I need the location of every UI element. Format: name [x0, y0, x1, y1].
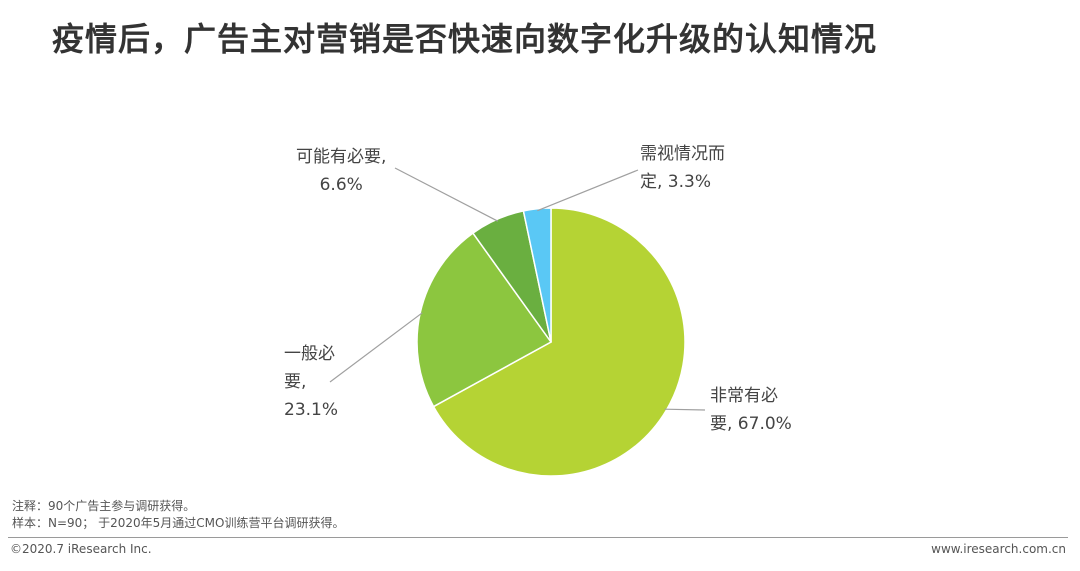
slice-depends — [522, 207, 552, 343]
label-generally-necessary-line3: 23.1% — [284, 400, 339, 420]
label-depends: 需视情况而 定, 3.3% — [640, 140, 725, 196]
leader-maybe-necessary — [394, 167, 499, 222]
label-very-necessary-line1: 非常有必 — [710, 386, 778, 406]
note-line-2: 样本：N=90； 于2020年5月通过CMO训练营平台调研获得。 — [12, 516, 345, 530]
slice-generally-necessary — [416, 232, 553, 408]
label-maybe-necessary-line2: 6.6% — [319, 175, 363, 195]
website-link[interactable]: www.iresearch.com.cn — [931, 542, 1066, 556]
label-maybe-necessary: 可能有必要, 6.6% — [296, 143, 386, 199]
leader-generally-necessary — [329, 312, 423, 383]
slice-very-necessary — [432, 207, 686, 477]
label-depends-line2: 定, 3.3% — [640, 172, 711, 192]
chart-title: 疫情后，广告主对营销是否快速向数字化升级的认知情况 — [52, 20, 878, 58]
label-very-necessary-line2: 要, 67.0% — [710, 414, 792, 434]
label-depends-line1: 需视情况而 — [640, 144, 725, 164]
copyright: ©2020.7 iResearch Inc. — [10, 542, 152, 556]
label-generally-necessary-line1: 一般必 — [284, 344, 335, 364]
leader-depends — [537, 169, 639, 212]
footer-divider — [8, 537, 1068, 538]
label-generally-necessary: 一般必 要, 23.1% — [284, 340, 338, 424]
label-maybe-necessary-line1: 可能有必要, — [296, 147, 387, 167]
note-line-1: 注释：90个广告主参与调研获得。 — [12, 499, 196, 513]
label-very-necessary: 非常有必 要, 67.0% — [710, 382, 792, 438]
label-generally-necessary-line2: 要, — [284, 372, 307, 392]
leader-very-necessary — [664, 408, 706, 411]
